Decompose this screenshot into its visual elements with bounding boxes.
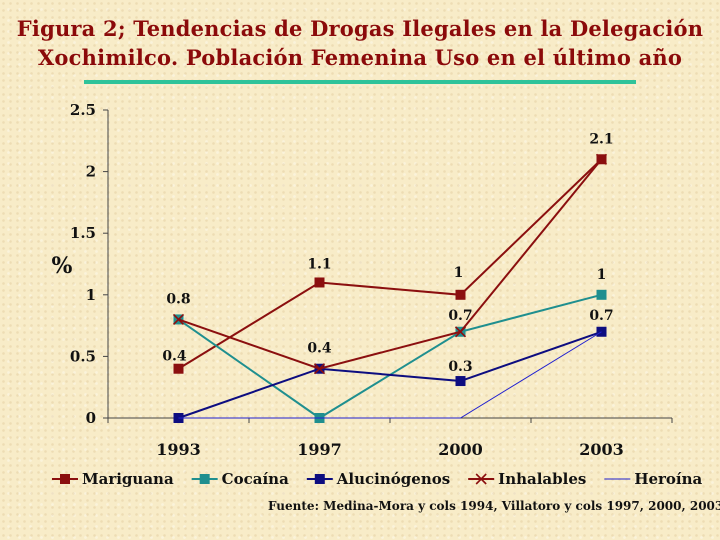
y-tick-label-2.5: 2.5: [70, 101, 96, 119]
x-tick-label-1993: 1993: [156, 440, 201, 459]
data-label-mariguana-1993: 0.4: [162, 349, 187, 365]
data-label-inhalables-1993: 0.8: [166, 291, 190, 307]
legend-marker-alucinogenos: [314, 474, 325, 484]
legend-label-cocaina: Cocaína: [222, 470, 289, 488]
point-inhalables-1993: [172, 313, 185, 326]
point-inhalables-1997: [313, 363, 326, 375]
legend-marker-cocaina: [199, 474, 210, 484]
point-inhalables-2000: [454, 326, 467, 338]
legend-marker-inhalables: [475, 473, 487, 485]
chart-title-line-2: Xochimilco. Población Femenina Uso en el…: [37, 45, 683, 70]
point-mariguana-1993: [173, 363, 184, 374]
data-label-cocaina-2003: 1: [597, 267, 607, 283]
legend-marker-mariguana: [60, 474, 70, 484]
chart-title: Figura 2; Tendencias de Drogas Ilegales …: [0, 14, 720, 72]
x-tick-label-2000: 2000: [438, 440, 483, 459]
chart-title-line-1: Figura 2; Tendencias de Drogas Ilegales …: [16, 16, 704, 41]
y-axis-label: %: [52, 253, 73, 279]
series-line-alucinogenos: [178, 330, 602, 419]
legend-label-mariguana: Mariguana: [82, 470, 174, 488]
point-inhalables-2003: [595, 153, 608, 165]
source-note: Fuente: Medina-Mora y cols 1994, Villato…: [268, 499, 720, 513]
series-line-cocaina: [177, 293, 602, 420]
data-label-alucinogenos-2003: 0.7: [589, 308, 613, 324]
legend-label-alucinogenos: Alucinógenos: [336, 470, 450, 488]
data-label-mariguana-1997: 1.1: [307, 256, 331, 272]
legend-label-heroina: Heroína: [634, 470, 702, 488]
data-label-alucinogenos-1997: 0.4: [307, 341, 332, 357]
title-underline: [84, 80, 636, 84]
y-tick-label-0: 0: [86, 409, 96, 427]
point-mariguana-2000: [455, 289, 466, 300]
point-mariguana-1997: [314, 277, 325, 288]
y-tick-label-1.5: 1.5: [70, 224, 96, 242]
series-line-mariguana: [177, 158, 603, 370]
legend-label-inhalables: Inhalables: [498, 470, 586, 488]
point-alucinogenos-2000: [455, 376, 466, 387]
x-tick-label-2003: 2003: [579, 440, 624, 459]
x-tick-label-1997: 1997: [297, 440, 342, 459]
data-label-mariguana-2000: 1: [454, 265, 464, 281]
series-line-inhalables: [178, 158, 603, 370]
y-tick-label-0.5: 0.5: [70, 347, 96, 365]
data-label-cocaina-2000: 0.7: [448, 308, 472, 324]
data-label-mariguana-2003: 2.1: [589, 131, 613, 147]
y-tick-label-1: 1: [86, 286, 96, 304]
point-cocaina-2003: [596, 289, 607, 300]
series-line-heroina: [178, 331, 602, 419]
data-label-alucinogenos-2000: 0.3: [448, 359, 472, 375]
y-tick-label-2: 2: [86, 163, 96, 181]
